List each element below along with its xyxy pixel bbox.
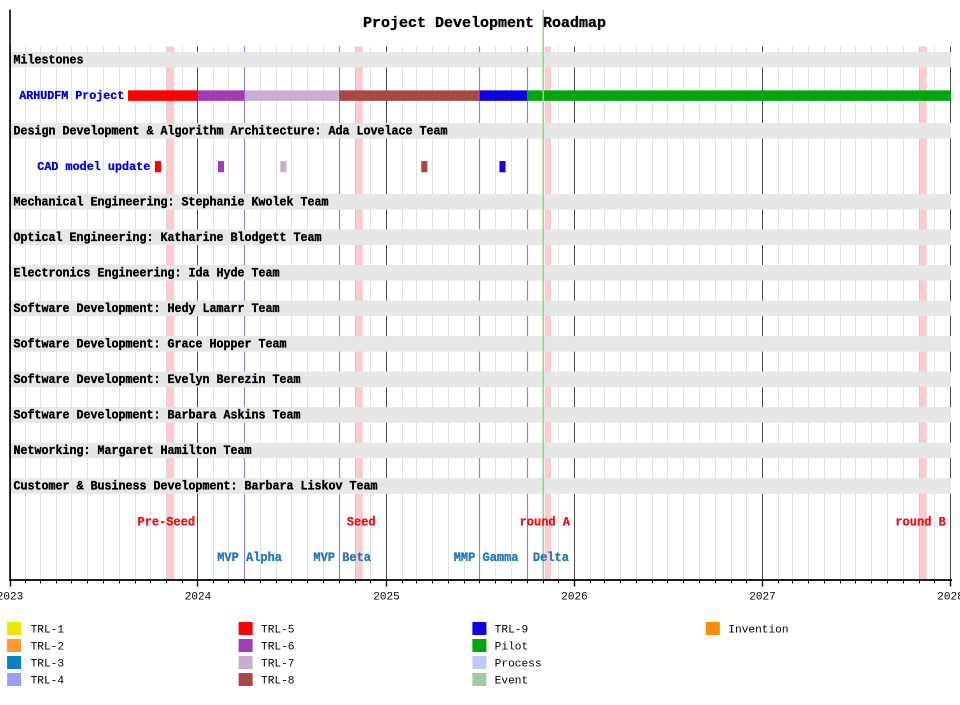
svg-text:TRL-3: TRL-3	[31, 658, 65, 670]
svg-text:Project Development Roadmap: Project Development Roadmap	[363, 15, 606, 32]
svg-text:TRL-1: TRL-1	[31, 624, 65, 636]
svg-text:MVP Alpha: MVP Alpha	[217, 551, 282, 565]
svg-text:2023: 2023	[0, 591, 23, 603]
svg-text:round B: round B	[895, 515, 946, 529]
svg-text:Pre-Seed: Pre-Seed	[138, 515, 196, 529]
svg-text:TRL-5: TRL-5	[261, 624, 295, 636]
svg-text:Customer & Business Developmen: Customer & Business Development: Barbara…	[14, 479, 378, 493]
svg-text:2028: 2028	[937, 591, 960, 603]
svg-text:Seed: Seed	[347, 515, 376, 529]
svg-text:TRL-9: TRL-9	[495, 624, 529, 636]
svg-text:Software Development: Grace Ho: Software Development: Grace Hopper Team	[14, 337, 287, 351]
svg-text:ARHUDFM Project: ARHUDFM Project	[19, 89, 124, 103]
svg-text:CAD model update: CAD model update	[37, 160, 150, 174]
svg-text:Mechanical Engineering: Stepha: Mechanical Engineering: Stephanie Kwolek…	[14, 195, 329, 209]
svg-text:TRL-7: TRL-7	[261, 658, 295, 670]
svg-text:Electronics Engineering: Ida H: Electronics Engineering: Ida Hyde Team	[14, 266, 280, 280]
svg-text:TRL-8: TRL-8	[261, 675, 295, 687]
svg-text:TRL-2: TRL-2	[31, 641, 65, 653]
svg-text:TRL-6: TRL-6	[261, 641, 295, 653]
svg-text:TRL-4: TRL-4	[31, 675, 65, 687]
svg-text:Event: Event	[495, 675, 529, 687]
svg-text:Optical Engineering: Katharine: Optical Engineering: Katharine Blodgett …	[14, 231, 322, 245]
svg-text:2026: 2026	[561, 591, 587, 603]
svg-text:Software Development: Barbara: Software Development: Barbara Askins Tea…	[14, 408, 301, 422]
svg-text:Software Development: Evelyn B: Software Development: Evelyn Berezin Tea…	[14, 373, 301, 387]
svg-text:2027: 2027	[749, 591, 775, 603]
svg-text:MMP Gamma: MMP Gamma	[454, 551, 519, 565]
svg-text:Process: Process	[495, 658, 542, 670]
svg-text:2025: 2025	[373, 591, 399, 603]
svg-text:Delta: Delta	[533, 551, 570, 565]
svg-text:Software Development: Hedy Lam: Software Development: Hedy Lamarr Team	[14, 302, 280, 316]
svg-text:Pilot: Pilot	[495, 641, 529, 653]
svg-text:Invention: Invention	[728, 624, 788, 636]
svg-text:Milestones: Milestones	[14, 53, 84, 67]
svg-text:Design Development & Algorithm: Design Development & Algorithm Architect…	[14, 124, 448, 138]
svg-text:MVP Beta: MVP Beta	[313, 551, 371, 565]
svg-text:2024: 2024	[185, 591, 212, 603]
svg-text:Networking: Margaret Hamilton: Networking: Margaret Hamilton Team	[14, 444, 252, 458]
svg-text:round A: round A	[520, 515, 571, 529]
